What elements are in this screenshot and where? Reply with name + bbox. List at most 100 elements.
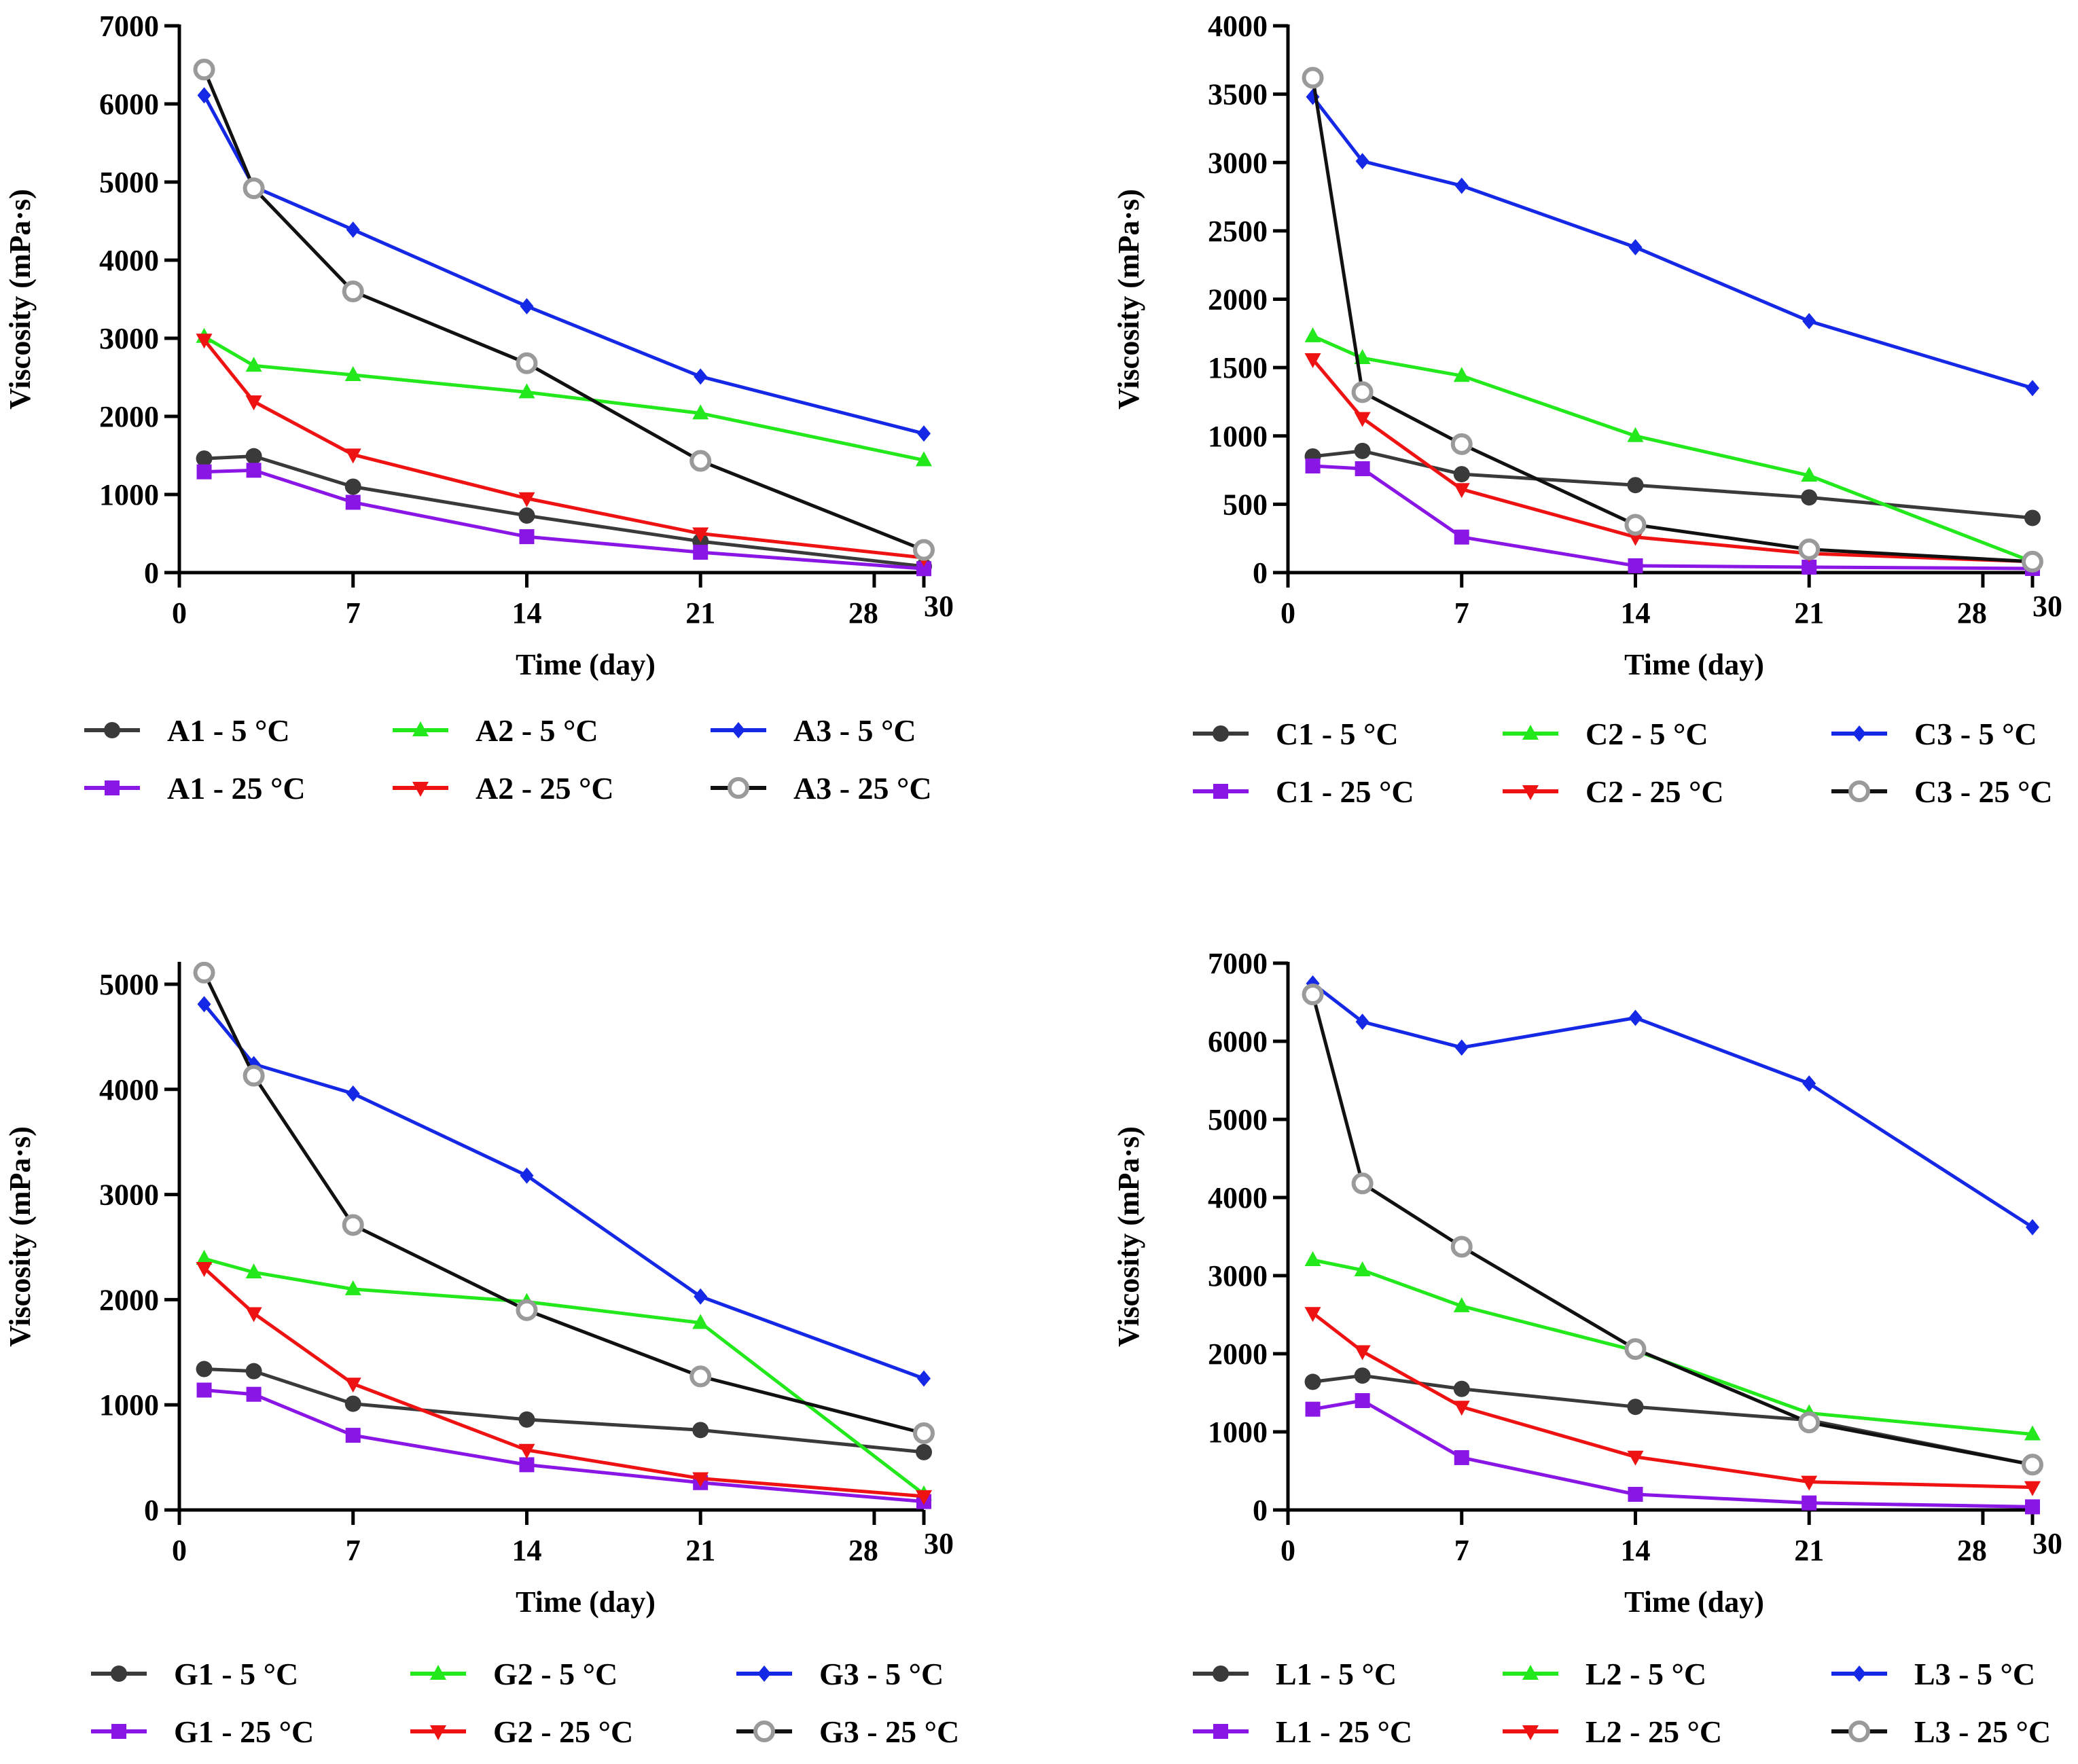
legend-marker-a-1 xyxy=(412,721,429,736)
legend-marker-c-2 xyxy=(1852,725,1866,742)
legend-marker-l-4 xyxy=(1522,1725,1539,1740)
y-tick-label-l: 1000 xyxy=(1208,1416,1268,1449)
series-line-g-1 xyxy=(203,1257,925,1496)
legend-item-a-1: A2 - 5 °C xyxy=(393,713,598,748)
data-point-g-0-4 xyxy=(692,1422,709,1439)
data-point-a-3-0 xyxy=(196,464,212,480)
y-tick-label-a: 7000 xyxy=(99,10,159,43)
x-tick-label-l: 28 xyxy=(1957,1534,1987,1567)
data-point-c-2-5 xyxy=(2026,380,2039,397)
data-point-a-2-0 xyxy=(197,87,211,104)
y-tick-label-l: 6000 xyxy=(1208,1025,1268,1058)
series-line-g-2 xyxy=(202,1003,925,1380)
y-tick-label-g: 1000 xyxy=(99,1388,159,1422)
y-tick-label-a: 5000 xyxy=(99,166,159,199)
data-point-c-0-5 xyxy=(2024,509,2041,526)
data-point-a-4-3 xyxy=(518,492,535,507)
legend-item-g-4: G2 - 25 °C xyxy=(410,1714,633,1749)
data-point-c-4-0 xyxy=(1304,353,1321,369)
legend-item-a-4: A2 - 25 °C xyxy=(393,771,614,806)
legend-item-l-1: L2 - 5 °C xyxy=(1503,1657,1706,1691)
data-point-c-0-2 xyxy=(1453,466,1470,483)
data-point-l-0-3 xyxy=(1627,1399,1644,1416)
x-tick-label-c: 30 xyxy=(2032,590,2062,623)
y-tick-label-c: 3500 xyxy=(1208,78,1268,111)
legend-marker-a-5 xyxy=(728,777,749,799)
data-point-c-5-5 xyxy=(2022,550,2043,573)
data-point-g-4-0 xyxy=(196,1261,213,1277)
x-tick-label-a: 30 xyxy=(924,590,954,623)
series-line-l-1 xyxy=(1312,1258,2033,1436)
legend-label-a-2: A3 - 5 °C xyxy=(793,713,916,748)
legend-label-g-2: G3 - 5 °C xyxy=(819,1657,944,1691)
data-point-a-5-3 xyxy=(516,352,538,374)
data-point-g-2-5 xyxy=(917,1370,931,1387)
data-point-l-1-5 xyxy=(2024,1425,2041,1441)
data-point-a-1-5 xyxy=(916,451,932,467)
data-point-g-4-2 xyxy=(344,1378,361,1393)
y-axis-title-g: Viscosity (mPa·s) xyxy=(3,1126,37,1347)
data-point-l-1-1 xyxy=(1354,1261,1371,1276)
data-point-a-0-0 xyxy=(196,450,213,467)
legend-label-g-3: G1 - 25 °C xyxy=(174,1714,314,1749)
x-tick-label-l: 14 xyxy=(1620,1534,1650,1567)
legend-marker-a-4 xyxy=(412,782,429,797)
data-point-g-0-5 xyxy=(916,1443,932,1460)
data-point-a-0-1 xyxy=(245,448,262,465)
data-point-a-4-0 xyxy=(196,334,213,349)
data-point-c-3-4 xyxy=(1802,559,1817,575)
legend-label-g-5: G3 - 25 °C xyxy=(819,1714,959,1749)
data-point-a-3-4 xyxy=(693,545,709,560)
data-point-g-2-4 xyxy=(694,1288,708,1305)
chart-panel-g: 0 1000 2000 3000 4000 5000 0 7 14 21 28 30 Time (day… xyxy=(3,961,959,1749)
y-axis-title-c: Viscosity (mPa·s) xyxy=(1112,189,1145,410)
legend-marker-g-1 xyxy=(430,1665,446,1680)
y-axis-title-l: Viscosity (mPa·s) xyxy=(1112,1126,1145,1347)
y-tick-label-c: 2000 xyxy=(1208,283,1268,317)
legend-item-c-4: C2 - 25 °C xyxy=(1503,774,1724,809)
data-point-g-5-4 xyxy=(689,1365,712,1388)
legend-item-c-2: C3 - 5 °C xyxy=(1831,717,2037,751)
data-point-a-2-4 xyxy=(694,368,708,385)
data-point-g-2-3 xyxy=(520,1167,534,1184)
data-point-l-2-2 xyxy=(1454,1039,1469,1056)
data-point-c-0-1 xyxy=(1354,442,1371,459)
series-line-l-5 xyxy=(1311,994,2033,1466)
data-point-l-2-5 xyxy=(2026,1219,2039,1236)
y-tick-label-a: 3000 xyxy=(99,322,159,355)
data-point-l-5-0 xyxy=(1302,984,1324,1005)
data-point-a-3-1 xyxy=(246,463,262,478)
legend-marker-g-5 xyxy=(753,1721,775,1742)
x-axis-title-g: Time (day) xyxy=(516,1585,656,1619)
y-tick-label-g: 2000 xyxy=(99,1283,159,1316)
data-point-c-2-3 xyxy=(1628,239,1643,256)
y-tick-label-l: 2000 xyxy=(1208,1337,1268,1371)
legend-marker-g-0 xyxy=(111,1666,127,1682)
data-point-c-5-0 xyxy=(1302,67,1324,89)
y-tick-label-c: 500 xyxy=(1223,488,1268,521)
legend-marker-c-3 xyxy=(1213,784,1228,799)
series-line-c-3 xyxy=(1312,464,2033,571)
legend-label-a-3: A1 - 25 °C xyxy=(167,771,306,806)
legend-marker-c-1 xyxy=(1522,725,1539,740)
legend-label-a-4: A2 - 25 °C xyxy=(476,771,614,806)
data-point-l-4-1 xyxy=(1354,1345,1371,1361)
data-point-c-3-2 xyxy=(1454,529,1469,545)
legend-marker-a-0 xyxy=(104,722,120,738)
series-line-g-4 xyxy=(202,1267,925,1498)
data-point-l-5-5 xyxy=(2022,1454,2043,1476)
series-line-c-4 xyxy=(1311,358,2033,564)
x-tick-label-g: 14 xyxy=(512,1534,541,1567)
legend-item-l-5: L3 - 25 °C xyxy=(1831,1714,2051,1749)
y-tick-label-g: 0 xyxy=(144,1494,159,1527)
data-point-l-1-2 xyxy=(1453,1297,1470,1312)
legend-label-c-1: C2 - 5 °C xyxy=(1586,717,1708,751)
data-point-c-1-4 xyxy=(1801,467,1818,482)
legend-item-g-1: G2 - 5 °C xyxy=(410,1657,617,1691)
data-point-g-3-0 xyxy=(196,1382,212,1398)
data-point-c-2-1 xyxy=(1355,153,1369,170)
series-line-l-3 xyxy=(1312,1399,2033,1509)
x-tick-label-c: 21 xyxy=(1794,596,1824,630)
data-point-a-5-0 xyxy=(193,58,215,81)
